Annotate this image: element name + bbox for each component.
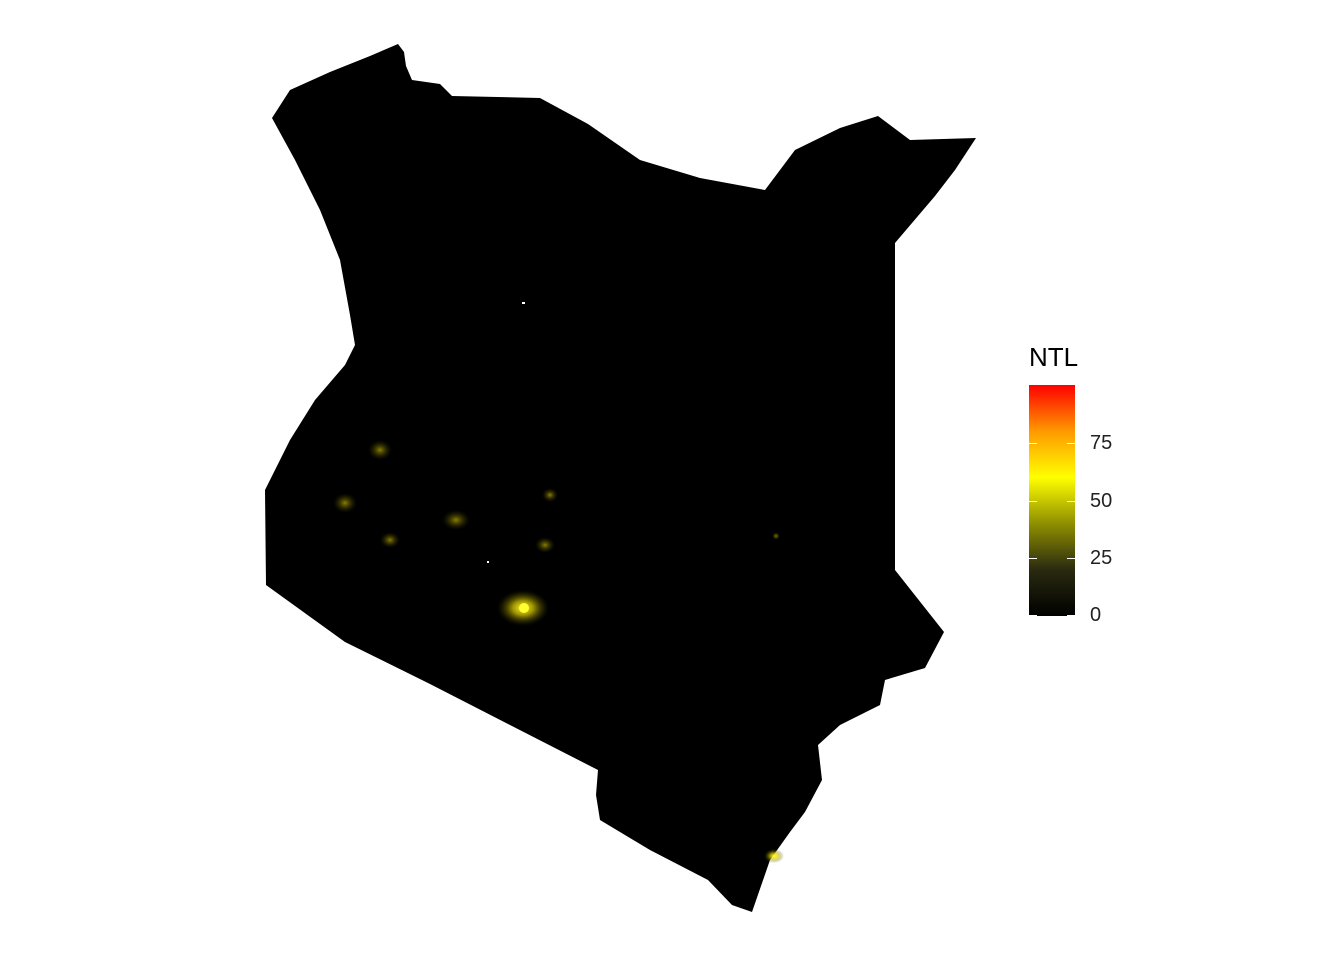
legend-tick-right <box>1067 615 1075 616</box>
legend-tick-label: 50 <box>1090 490 1113 512</box>
nyeri-light <box>542 488 558 502</box>
legend-tick-right <box>1067 558 1075 559</box>
legend-tick-left <box>1029 501 1037 502</box>
legend-tick-label: 75 <box>1090 432 1113 454</box>
legend-title: NTL <box>1029 342 1079 372</box>
nairobi-core <box>519 603 529 613</box>
legend-tick-left <box>1029 443 1037 444</box>
legend-tick-left <box>1029 558 1037 559</box>
city-lights <box>333 440 784 863</box>
kericho-light <box>380 532 400 548</box>
map-holes <box>487 302 525 563</box>
eldoret-light <box>368 440 392 460</box>
garissa-light <box>772 532 780 540</box>
mombasa-light <box>764 849 784 863</box>
legend-tick-right <box>1067 501 1075 502</box>
legend-color-bar <box>1029 385 1075 616</box>
legend-tick-label: 25 <box>1090 547 1113 569</box>
kisumu-light <box>333 493 357 513</box>
kenya-country-shape <box>265 44 976 912</box>
nakuru-light <box>442 510 470 530</box>
legend-tick-right <box>1067 443 1075 444</box>
thika-light <box>535 537 555 553</box>
legend-tick-label: 0 <box>1090 604 1102 626</box>
legend-tick-left <box>1029 615 1037 616</box>
